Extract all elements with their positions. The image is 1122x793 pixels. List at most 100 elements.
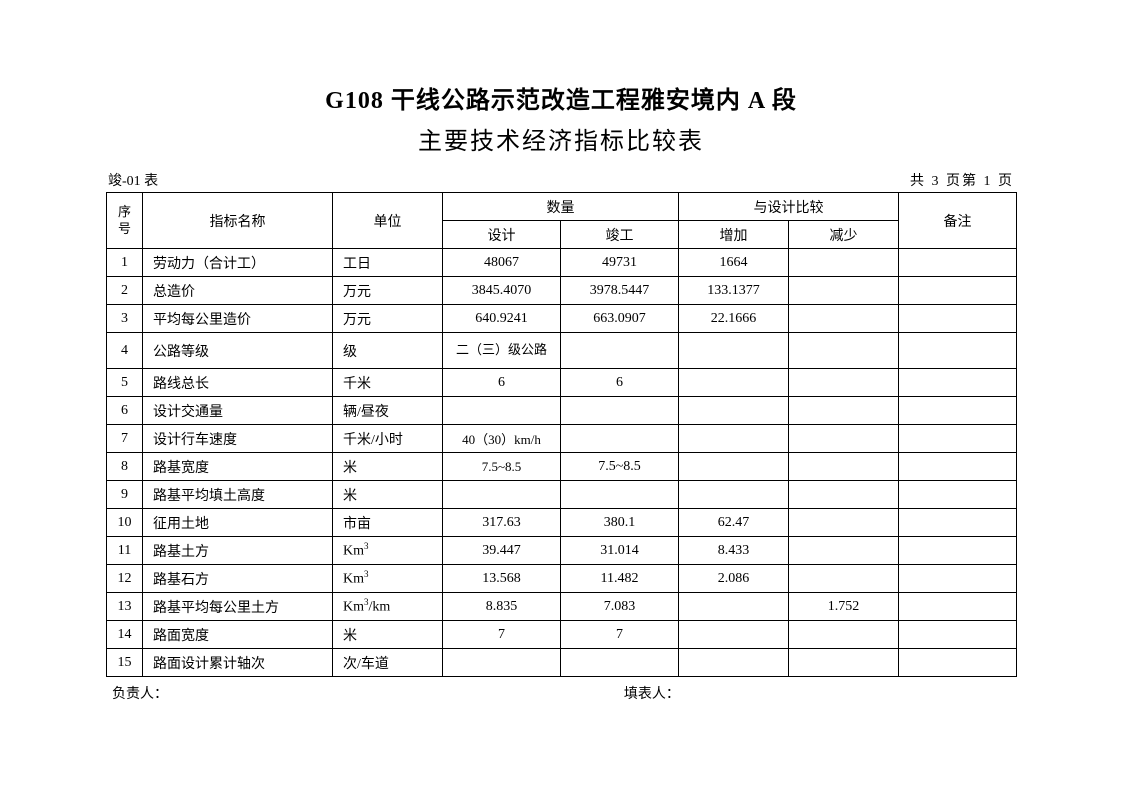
cell-unit: Km3/km	[333, 593, 443, 621]
page-title-line1: G108 干线公路示范改造工程雅安境内 A 段	[106, 80, 1016, 115]
cell-remark	[899, 453, 1017, 481]
cell-unit: Km3	[333, 565, 443, 593]
cell-inc	[679, 453, 789, 481]
table-row: 2总造价万元3845.40703978.5447133.1377	[107, 277, 1017, 305]
table-row: 7设计行车速度千米/小时40（30）km/h	[107, 425, 1017, 453]
th-name: 指标名称	[143, 193, 333, 249]
cell-remark	[899, 305, 1017, 333]
cell-inc: 62.47	[679, 509, 789, 537]
cell-done	[561, 481, 679, 509]
cell-idx: 11	[107, 537, 143, 565]
cell-remark	[899, 249, 1017, 277]
cell-design: 317.63	[443, 509, 561, 537]
cell-dec	[789, 369, 899, 397]
cell-unit: 米	[333, 453, 443, 481]
cell-idx: 6	[107, 397, 143, 425]
cell-design: 7	[443, 621, 561, 649]
cell-idx: 9	[107, 481, 143, 509]
table-row: 4公路等级级二（三）级公路	[107, 333, 1017, 369]
cell-inc: 1664	[679, 249, 789, 277]
form-code: 竣-01 表	[108, 170, 158, 190]
cell-unit: 米	[333, 621, 443, 649]
cell-dec	[789, 333, 899, 369]
cell-idx: 10	[107, 509, 143, 537]
cell-name: 征用土地	[143, 509, 333, 537]
cell-design: 二（三）级公路	[443, 333, 561, 369]
cell-inc	[679, 369, 789, 397]
cell-done: 11.482	[561, 565, 679, 593]
cell-done: 49731	[561, 249, 679, 277]
table-body: 1劳动力（合计工）工日480674973116642总造价万元3845.4070…	[107, 249, 1017, 677]
cell-dec: 1.752	[789, 593, 899, 621]
cell-design: 7.5~8.5	[443, 453, 561, 481]
table-row: 1劳动力（合计工）工日48067497311664	[107, 249, 1017, 277]
cell-idx: 13	[107, 593, 143, 621]
cell-dec	[789, 249, 899, 277]
cell-done: 7.083	[561, 593, 679, 621]
cell-done: 380.1	[561, 509, 679, 537]
responsible-person-label: 负责人：	[112, 683, 624, 703]
cell-done	[561, 649, 679, 677]
cell-idx: 1	[107, 249, 143, 277]
page-counter: 共 3 页第 1 页	[910, 170, 1014, 190]
cell-remark	[899, 333, 1017, 369]
cell-idx: 7	[107, 425, 143, 453]
cell-idx: 2	[107, 277, 143, 305]
cell-name: 路面设计累计轴次	[143, 649, 333, 677]
table-row: 10征用土地市亩317.63380.162.47	[107, 509, 1017, 537]
cell-design: 40（30）km/h	[443, 425, 561, 453]
table-row: 14路面宽度米77	[107, 621, 1017, 649]
cell-remark	[899, 369, 1017, 397]
cell-remark	[899, 537, 1017, 565]
cell-unit: 辆/昼夜	[333, 397, 443, 425]
main-table: 序号 指标名称 单位 数量 与设计比较 备注 设计 竣工 增加 减少 1劳动力（…	[106, 192, 1017, 677]
cell-unit: 工日	[333, 249, 443, 277]
th-design: 设计	[443, 221, 561, 249]
cell-remark	[899, 565, 1017, 593]
cell-dec	[789, 621, 899, 649]
footer-row: 负责人： 填表人：	[106, 683, 1016, 703]
cell-unit: 千米	[333, 369, 443, 397]
cell-idx: 8	[107, 453, 143, 481]
th-dec: 减少	[789, 221, 899, 249]
cell-idx: 3	[107, 305, 143, 333]
cell-design: 640.9241	[443, 305, 561, 333]
cell-name: 劳动力（合计工）	[143, 249, 333, 277]
cell-dec	[789, 537, 899, 565]
table-row: 3平均每公里造价万元640.9241663.090722.1666	[107, 305, 1017, 333]
cell-done	[561, 333, 679, 369]
cell-done: 663.0907	[561, 305, 679, 333]
cell-inc	[679, 649, 789, 677]
cell-name: 总造价	[143, 277, 333, 305]
cell-name: 路基平均填土高度	[143, 481, 333, 509]
cell-dec	[789, 277, 899, 305]
cell-name: 公路等级	[143, 333, 333, 369]
cell-unit: 市亩	[333, 509, 443, 537]
table-row: 8路基宽度米7.5~8.57.5~8.5	[107, 453, 1017, 481]
cell-unit: 次/车道	[333, 649, 443, 677]
page-title-line2: 主要技术经济指标比较表	[106, 121, 1016, 156]
cell-idx: 14	[107, 621, 143, 649]
cell-idx: 4	[107, 333, 143, 369]
cell-done	[561, 425, 679, 453]
cell-inc: 22.1666	[679, 305, 789, 333]
cell-name: 平均每公里造价	[143, 305, 333, 333]
cell-unit: 级	[333, 333, 443, 369]
cell-dec	[789, 481, 899, 509]
cell-unit: 千米/小时	[333, 425, 443, 453]
cell-idx: 12	[107, 565, 143, 593]
cell-remark	[899, 621, 1017, 649]
table-row: 11路基土方Km339.44731.0148.433	[107, 537, 1017, 565]
cell-name: 路线总长	[143, 369, 333, 397]
cell-remark	[899, 425, 1017, 453]
table-row: 6设计交通量辆/昼夜	[107, 397, 1017, 425]
table-row: 13路基平均每公里土方Km3/km8.8357.0831.752	[107, 593, 1017, 621]
cell-dec	[789, 509, 899, 537]
cell-design: 3845.4070	[443, 277, 561, 305]
cell-inc	[679, 481, 789, 509]
th-remark: 备注	[899, 193, 1017, 249]
cell-design: 6	[443, 369, 561, 397]
cell-inc	[679, 621, 789, 649]
cell-idx: 15	[107, 649, 143, 677]
cell-inc	[679, 397, 789, 425]
